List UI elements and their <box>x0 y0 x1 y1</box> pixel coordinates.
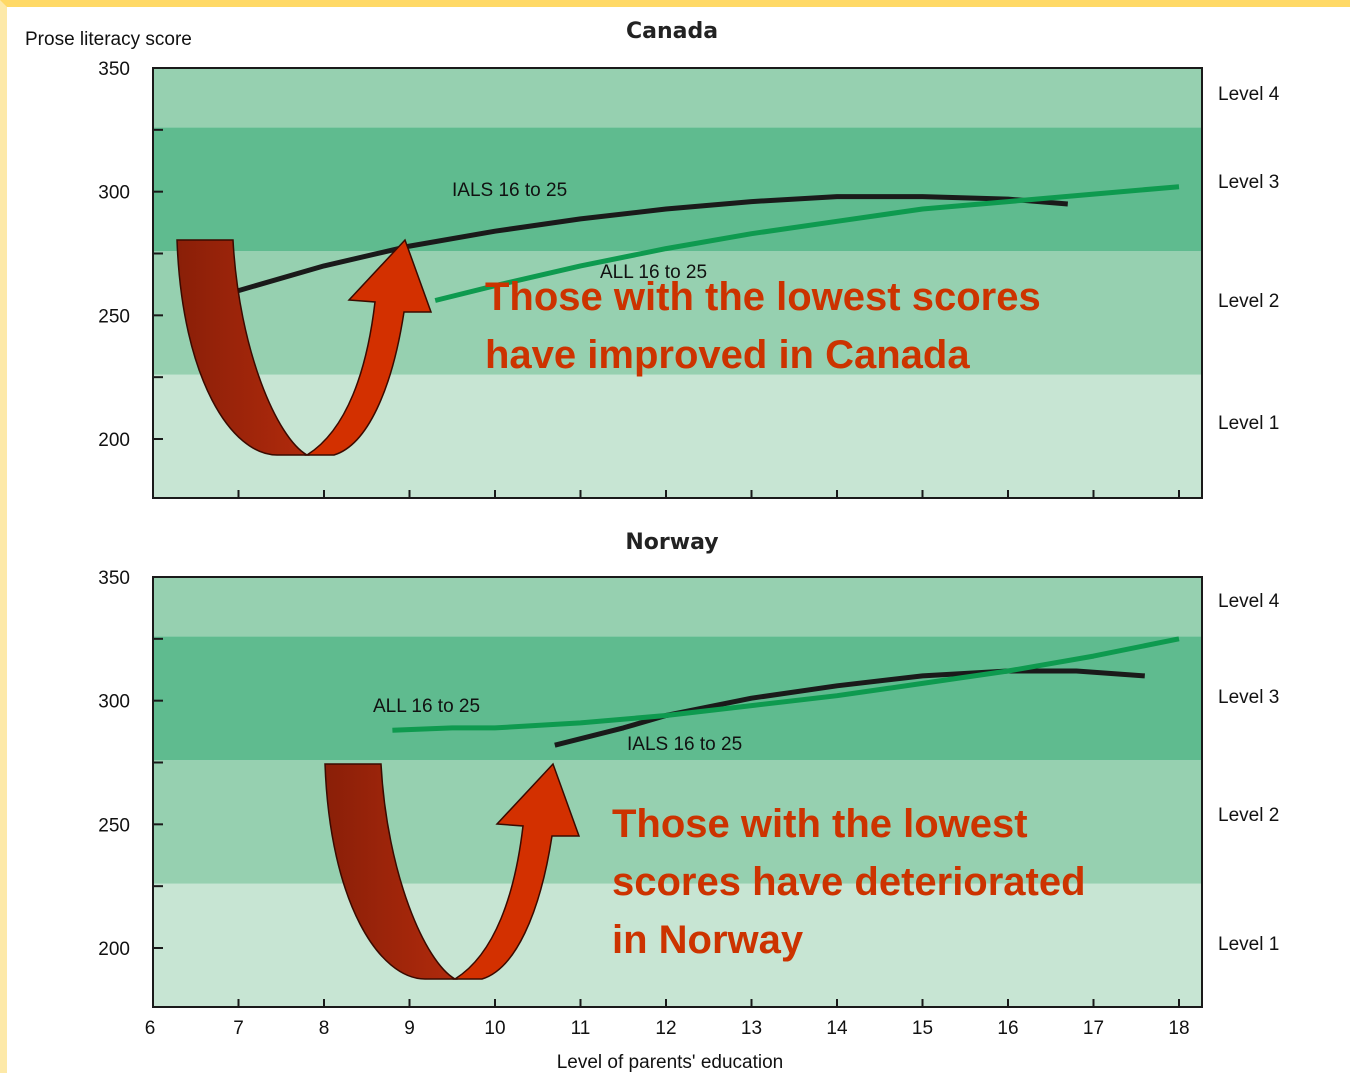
callout-text-norway: Those with the lowest <box>612 802 1028 846</box>
y-tick-label: 300 <box>98 183 130 204</box>
level-label-4: Level 4 <box>1218 591 1280 612</box>
y-tick-label: 200 <box>98 430 130 451</box>
x-tick-label: 15 <box>912 1018 933 1039</box>
series-line-all <box>434 184 1180 303</box>
u-arrow-head <box>452 762 581 980</box>
chart-title-norway: Norway <box>625 530 718 555</box>
x-tick-label: 12 <box>655 1018 676 1039</box>
callout-text-canada: have improved in Canada <box>485 333 970 377</box>
x-axis-label: Level of parents' education <box>557 1052 784 1073</box>
series-line-all <box>392 636 1180 733</box>
y-axis-label: Prose literacy score <box>25 29 192 50</box>
level-label-2: Level 2 <box>1218 291 1279 312</box>
y-tick-label: 200 <box>98 939 130 960</box>
level-label-1: Level 1 <box>1218 413 1279 434</box>
series-line-ials <box>554 668 1145 748</box>
callout-text-norway: in Norway <box>612 918 804 962</box>
x-tick-label: 10 <box>484 1018 505 1039</box>
score-band-3 <box>153 127 1202 252</box>
x-tick-label: 18 <box>1168 1018 1189 1039</box>
y-tick-label: 250 <box>98 815 130 836</box>
y-tick-label: 300 <box>98 692 130 713</box>
u-arrow-tail <box>176 239 310 456</box>
score-band-3 <box>153 636 1202 761</box>
score-band-2 <box>153 251 1202 375</box>
level-label-1: Level 1 <box>1218 934 1279 955</box>
x-tick-label: 8 <box>319 1018 330 1039</box>
x-tick-label: 14 <box>826 1018 848 1039</box>
callout-text-canada: Those with the lowest scores <box>485 275 1041 319</box>
u-arrow-head <box>304 238 433 456</box>
u-arrow-tail <box>324 763 458 980</box>
series-label-ials: IALS 16 to 25 <box>627 734 742 755</box>
level-label-3: Level 3 <box>1218 172 1279 193</box>
score-band-4 <box>153 68 1202 128</box>
score-band-4 <box>153 577 1202 637</box>
x-tick-label: 9 <box>404 1018 415 1039</box>
x-tick-label: 17 <box>1083 1018 1104 1039</box>
series-label-ials: IALS 16 to 25 <box>452 180 567 201</box>
level-label-4: Level 4 <box>1218 84 1280 105</box>
y-tick-label: 350 <box>98 59 130 80</box>
u-turn-arrow-norway <box>324 762 581 980</box>
level-label-2: Level 2 <box>1218 805 1279 826</box>
y-tick-label: 250 <box>98 306 130 327</box>
score-band-1 <box>153 883 1202 1007</box>
x-tick-label: 13 <box>741 1018 762 1039</box>
chart-title-canada: Canada <box>626 19 718 44</box>
series-line-ials <box>237 194 1069 294</box>
x-tick-label: 7 <box>233 1018 244 1039</box>
y-tick-label: 350 <box>98 568 130 589</box>
x-tick-label: 16 <box>997 1018 1018 1039</box>
score-band-1 <box>153 374 1202 498</box>
plot-frame <box>152 67 1203 499</box>
level-label-3: Level 3 <box>1218 687 1279 708</box>
series-label-all: ALL 16 to 25 <box>373 696 480 717</box>
series-label-all: ALL 16 to 25 <box>600 262 707 283</box>
callout-text-norway: scores have deteriorated <box>612 860 1086 904</box>
u-turn-arrow-canada <box>176 238 433 456</box>
plot-frame <box>152 576 1203 1008</box>
x-tick-label: 11 <box>571 1018 591 1039</box>
x-tick-label: 6 <box>145 1018 156 1039</box>
